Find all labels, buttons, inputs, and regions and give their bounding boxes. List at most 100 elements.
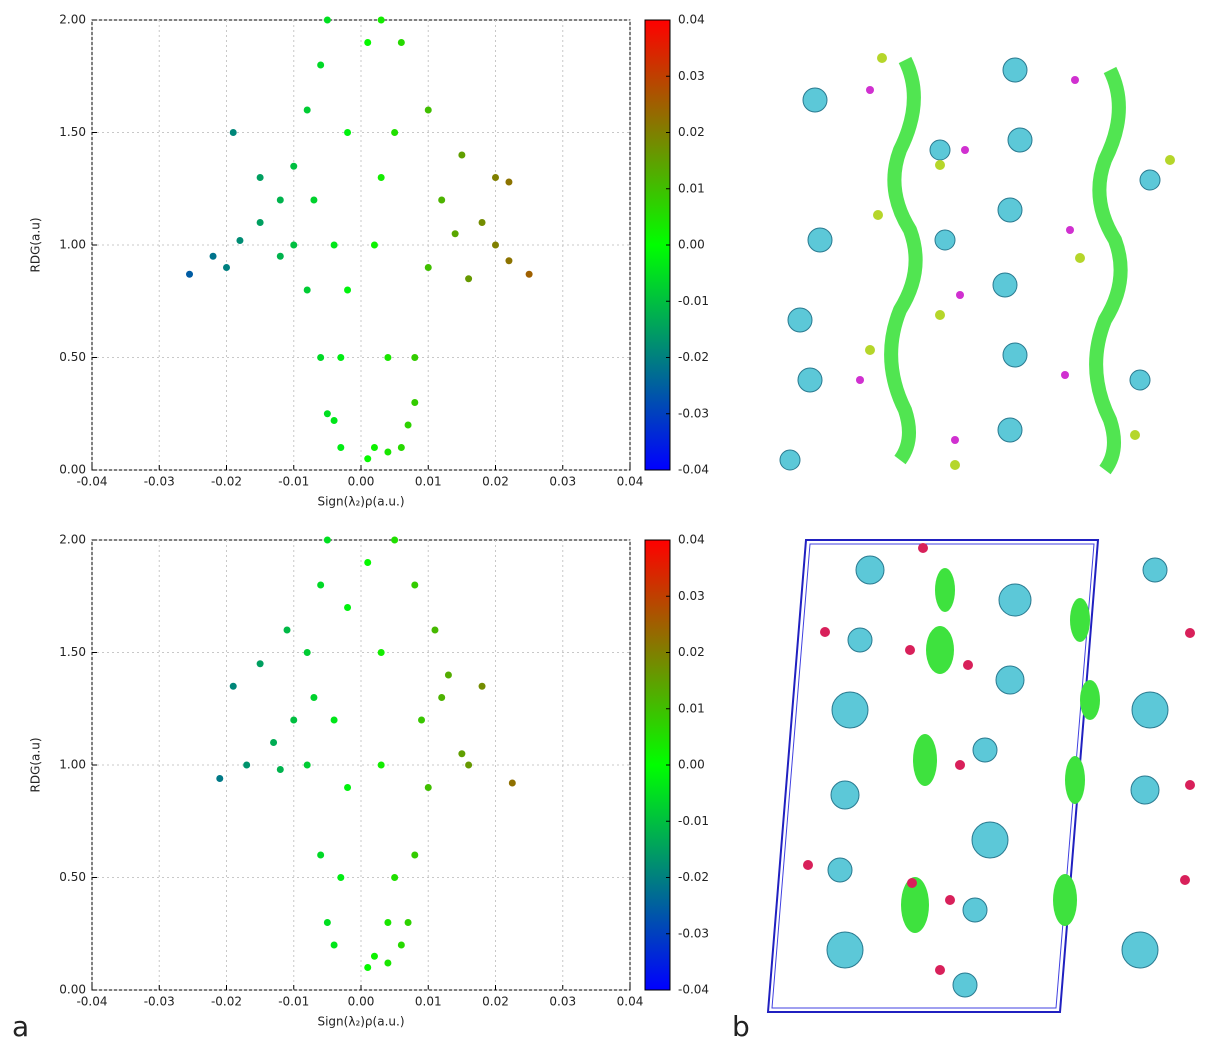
data-point: [492, 174, 499, 181]
x-tick-label: 0.01: [415, 995, 442, 1009]
data-point: [397, 941, 405, 949]
data-point: [209, 252, 217, 260]
data-point: [317, 581, 325, 589]
x-tick-label: -0.03: [144, 995, 175, 1009]
y-tick-label: 1.50: [59, 645, 86, 659]
data-point: [337, 444, 345, 451]
x-tick-label: 0.00: [348, 475, 375, 489]
data-point: [397, 39, 405, 46]
colorbar-tick-label: -0.02: [678, 350, 709, 364]
data-point: [290, 162, 298, 170]
data-point: [303, 106, 311, 114]
data-point: [424, 784, 432, 791]
data-point: [451, 230, 459, 238]
data-point: [317, 354, 325, 361]
data-point: [229, 129, 237, 136]
y-axis-label: RDG(a.u): [29, 737, 43, 792]
data-point: [391, 874, 399, 881]
data-point: [411, 354, 419, 361]
panel-label: a: [12, 1010, 29, 1043]
data-point: [377, 761, 385, 769]
colorbar-tick-label: 0.03: [678, 69, 705, 83]
data-point: [438, 694, 446, 701]
data-point: [411, 851, 419, 859]
colorbar-tick-label: -0.02: [678, 870, 709, 884]
data-point: [364, 455, 372, 463]
data-point: [330, 716, 338, 724]
x-tick-label: -0.01: [278, 475, 309, 489]
y-tick-label: 0.50: [59, 870, 86, 884]
x-tick-label: 0.03: [549, 995, 576, 1009]
panel-label: b: [732, 1010, 750, 1043]
data-point: [384, 919, 392, 926]
data-point: [377, 16, 385, 24]
data-point: [418, 716, 426, 724]
data-point: [384, 959, 392, 967]
y-axis-label: RDG(a.u): [29, 217, 43, 272]
colorbar-tick-label: 0.04: [678, 13, 705, 27]
colorbar: [644, 539, 671, 991]
data-point: [290, 716, 298, 724]
y-tick-label: 0.50: [59, 350, 86, 364]
data-point: [276, 766, 284, 773]
x-tick-label: 0.03: [549, 475, 576, 489]
data-point: [276, 196, 284, 204]
data-point: [323, 410, 331, 418]
data-point: [303, 649, 311, 656]
data-point: [310, 694, 318, 701]
colorbar-tick-label: -0.04: [678, 463, 709, 477]
x-tick-label: -0.01: [278, 995, 309, 1009]
x-tick-label: 0.00: [348, 995, 375, 1009]
data-point: [310, 196, 318, 204]
data-point: [256, 660, 264, 668]
data-point: [270, 739, 278, 746]
data-point: [223, 264, 230, 271]
data-point: [508, 779, 516, 787]
x-tick-label: -0.02: [211, 995, 242, 1009]
data-point: [478, 219, 486, 226]
y-tick-label: 2.00: [59, 533, 86, 547]
data-point: [397, 444, 405, 451]
data-point: [364, 559, 372, 566]
colorbar-tick-label: -0.03: [678, 926, 709, 940]
data-point: [370, 241, 378, 249]
data-point: [431, 626, 439, 634]
data-point: [236, 237, 244, 244]
colorbar-tick-label: 0.02: [678, 125, 705, 139]
data-point: [276, 252, 284, 260]
x-tick-label: -0.03: [144, 475, 175, 489]
data-point: [370, 444, 378, 451]
y-tick-label: 1.00: [59, 238, 86, 252]
y-tick-label: 1.00: [59, 758, 86, 772]
data-point: [391, 536, 399, 544]
data-point: [364, 964, 372, 971]
data-point: [290, 241, 298, 249]
data-point: [465, 761, 473, 769]
y-tick-label: 1.50: [59, 125, 86, 139]
data-point: [323, 536, 331, 544]
data-point: [525, 270, 533, 278]
data-point: [377, 649, 385, 656]
colorbar-tick-label: 0.04: [678, 533, 705, 547]
y-tick-label: 0.00: [59, 983, 86, 997]
data-point: [303, 761, 311, 769]
data-point: [424, 264, 432, 271]
x-tick-label: -0.04: [76, 995, 107, 1009]
data-point: [330, 241, 338, 249]
data-point: [186, 270, 194, 278]
data-point: [317, 61, 325, 69]
data-point: [444, 671, 452, 679]
colorbar-tick-label: -0.01: [678, 294, 709, 308]
colorbar-tick-label: 0.02: [678, 645, 705, 659]
data-point: [317, 851, 325, 859]
data-point: [344, 129, 352, 136]
x-tick-label: -0.02: [211, 475, 242, 489]
data-point: [404, 919, 412, 926]
data-point: [344, 784, 352, 791]
data-point: [323, 919, 331, 926]
molecular-image-bottom: [766, 539, 1195, 1013]
y-tick-label: 0.00: [59, 463, 86, 477]
data-point: [283, 626, 291, 634]
x-tick-label: 0.02: [482, 475, 509, 489]
